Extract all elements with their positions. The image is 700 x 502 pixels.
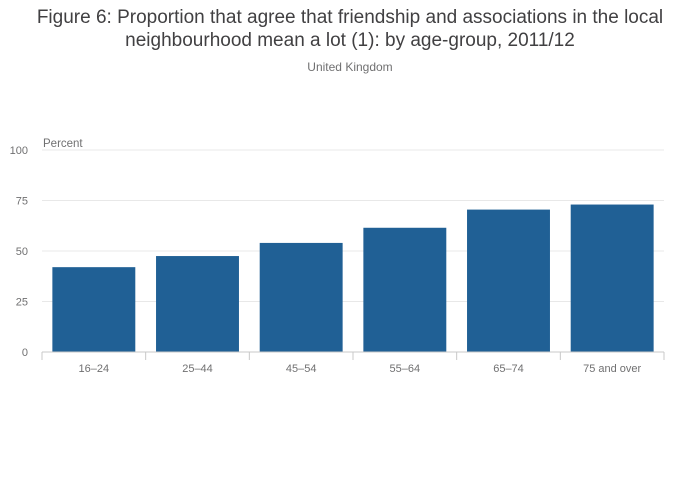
y-axis-title: Percent	[43, 138, 83, 150]
bar	[52, 267, 136, 352]
bar	[570, 204, 654, 352]
y-tick-label: 0	[22, 347, 28, 359]
bar	[467, 209, 550, 352]
bar	[259, 242, 343, 352]
x-tick-label: 25–44	[182, 363, 213, 375]
x-tick-label: 65–74	[493, 363, 524, 375]
y-tick-label: 75	[16, 196, 28, 208]
x-tick-label: 45–54	[286, 363, 317, 375]
x-tick-label: 55–64	[390, 363, 421, 375]
y-tick-label: 25	[16, 297, 28, 309]
chart-title: Figure 6: Proportion that agree that fri…	[36, 7, 664, 51]
chart-header: Figure 6: Proportion that agree that fri…	[0, 6, 700, 74]
bar	[156, 256, 239, 352]
y-tick-label: 100	[10, 145, 28, 157]
chart-subtitle: United Kingdom	[307, 60, 393, 74]
y-tick-label: 50	[16, 246, 28, 258]
x-tick-label: 75 and over	[583, 363, 641, 375]
x-tick-label: 16–24	[79, 363, 110, 375]
bar	[363, 227, 447, 352]
